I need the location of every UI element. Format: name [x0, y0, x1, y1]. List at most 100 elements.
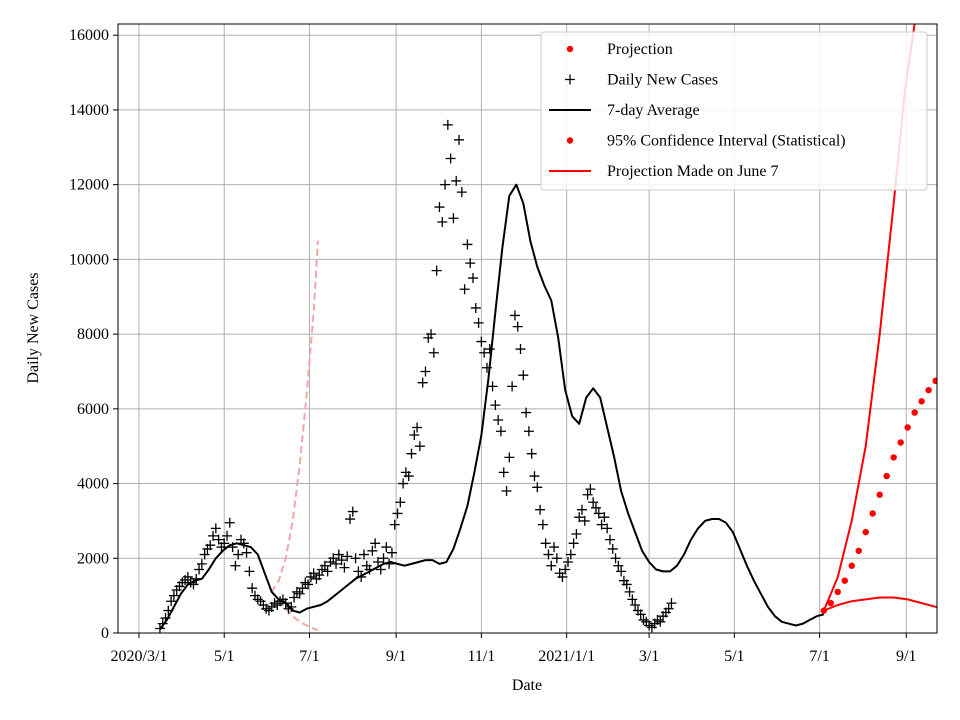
y-tick-label: 10000 — [69, 251, 109, 268]
daily-case-point — [563, 557, 574, 568]
daily-case-point — [398, 478, 409, 489]
daily-case-point — [549, 542, 560, 553]
x-tick-label: 9/1 — [386, 648, 406, 665]
x-tick-label: 7/1 — [299, 648, 319, 665]
daily-case-point — [585, 484, 596, 495]
daily-case-point — [543, 549, 554, 560]
daily-case-point — [596, 519, 607, 530]
daily-case-point — [350, 553, 361, 564]
y-tick-label: 0 — [101, 625, 109, 642]
y-tick-label: 14000 — [69, 102, 109, 119]
daily-case-point — [428, 347, 439, 358]
daily-case-point — [577, 504, 588, 515]
daily-case-point — [515, 344, 526, 355]
daily-case-point — [448, 213, 459, 224]
daily-case-point — [535, 504, 546, 515]
projection-point — [925, 386, 932, 394]
daily-case-point — [523, 426, 534, 437]
daily-case-point — [230, 560, 241, 571]
x-axis-label: Date — [512, 677, 542, 694]
daily-case-point — [319, 560, 330, 571]
daily-case-point — [166, 596, 177, 607]
daily-case-point — [347, 506, 358, 517]
projection-point — [862, 528, 869, 536]
projection-point — [890, 454, 897, 461]
projection-point — [869, 510, 876, 517]
daily-case-point — [593, 508, 604, 519]
daily-case-point — [342, 551, 353, 562]
daily-case-point — [454, 134, 465, 145]
projection-point — [841, 577, 848, 584]
daily-case-point — [336, 555, 347, 566]
y-tick-label: 8000 — [77, 326, 109, 343]
daily-case-point — [367, 545, 378, 556]
daily-case-point — [504, 452, 515, 463]
daily-case-point — [493, 415, 504, 426]
daily-case-point — [574, 512, 585, 523]
daily-case-point — [426, 329, 437, 340]
daily-case-point — [521, 407, 532, 418]
daily-case-point — [479, 347, 490, 358]
daily-case-point — [395, 497, 406, 508]
projection-point — [834, 588, 841, 596]
y-tick-label: 4000 — [77, 476, 109, 493]
daily-case-point — [613, 560, 624, 571]
projection-point — [820, 607, 827, 614]
daily-case-point — [635, 609, 646, 620]
daily-case-point — [484, 344, 495, 355]
daily-case-point — [412, 422, 423, 433]
daily-case-point — [378, 553, 389, 564]
daily-case-point — [403, 471, 414, 482]
series-line-projection-made-on-june-7-upper — [270, 240, 319, 593]
legend-label: Projection Made on June 7 — [607, 163, 779, 180]
daily-case-point — [465, 258, 476, 269]
projection-point — [918, 398, 925, 405]
daily-case-point — [314, 570, 325, 581]
daily-case-point — [560, 564, 571, 575]
daily-case-point — [537, 519, 548, 530]
daily-case-point — [582, 489, 593, 500]
daily-case-point — [655, 616, 666, 627]
legend-label: Projection — [607, 41, 673, 58]
series-line-95-confidence-interval-lower — [823, 596, 937, 612]
legend-label: Daily New Cases — [607, 72, 718, 89]
projection-point — [883, 472, 890, 480]
daily-case-point — [345, 514, 356, 525]
daily-case-point — [621, 579, 632, 590]
daily-case-point — [551, 553, 562, 564]
legend-marker-dot — [566, 45, 574, 53]
daily-case-point — [182, 571, 193, 582]
daily-case-point — [442, 119, 453, 130]
legend-label: 95% Confidence Interval (Statistical) — [607, 133, 846, 150]
projection-point — [827, 599, 834, 607]
daily-case-point — [666, 598, 677, 609]
y-tick-label: 6000 — [77, 401, 109, 418]
x-tick-label: 2020/3/1 — [111, 648, 168, 665]
x-tick-label: 5/1 — [724, 648, 744, 665]
daily-case-point — [210, 523, 221, 534]
daily-case-point — [610, 553, 621, 564]
daily-case-point — [518, 370, 529, 381]
daily-case-point — [451, 175, 462, 186]
daily-case-point — [590, 502, 601, 513]
x-tick-label: 7/1 — [809, 648, 829, 665]
daily-case-point — [487, 381, 498, 392]
daily-case-point — [568, 538, 579, 549]
daily-case-point — [247, 583, 258, 594]
y-axis-label: Daily New Cases — [25, 272, 42, 383]
daily-case-point — [557, 571, 568, 582]
plot-frame — [117, 23, 938, 634]
daily-case-point — [244, 566, 255, 577]
daily-case-point — [199, 549, 210, 560]
daily-case-point — [358, 549, 369, 560]
daily-case-point — [233, 549, 244, 560]
daily-case-point — [588, 497, 599, 508]
daily-case-point — [303, 579, 314, 590]
legend-marker-dot — [566, 137, 574, 144]
daily-case-point — [437, 217, 448, 228]
daily-case-point — [409, 429, 420, 440]
daily-case-point — [431, 265, 442, 276]
daily-case-point — [294, 588, 305, 599]
daily-case-point — [599, 512, 610, 523]
daily-case-point — [222, 530, 233, 541]
